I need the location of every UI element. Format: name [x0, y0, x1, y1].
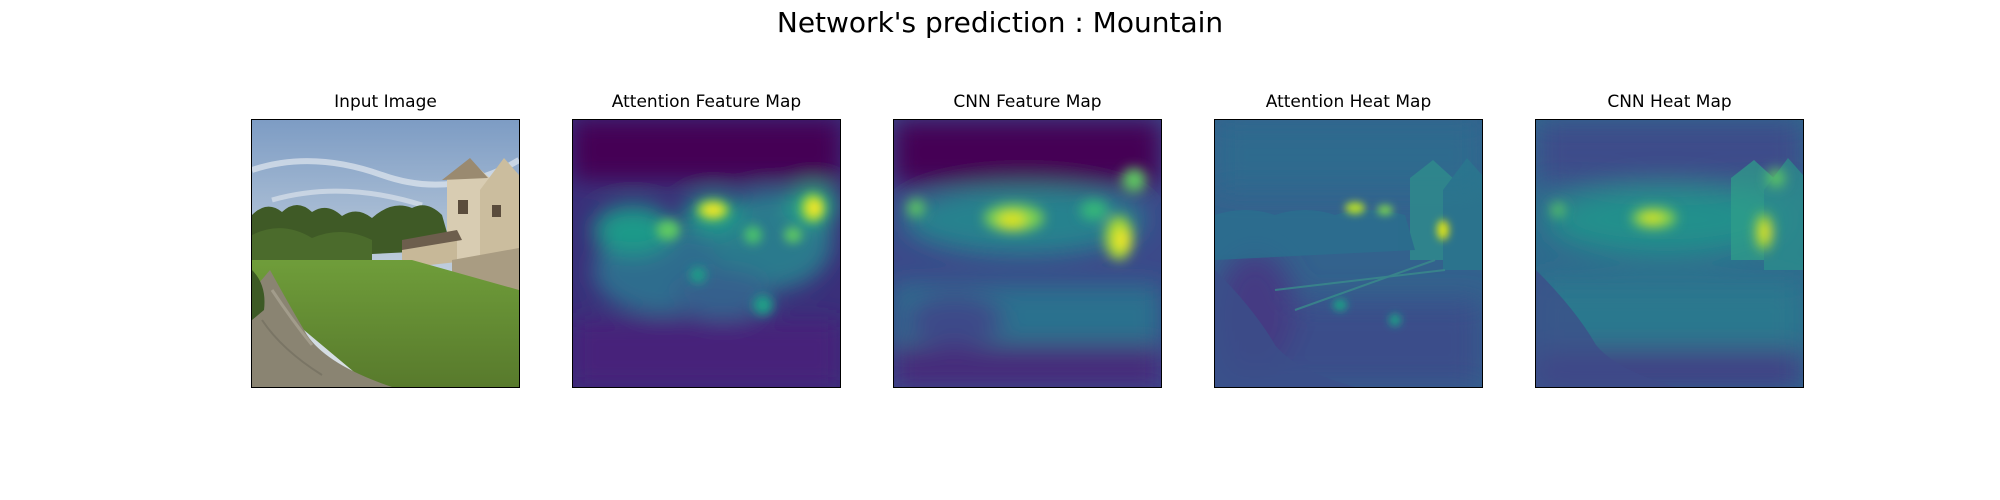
cnn-feature-map [893, 119, 1162, 388]
panel-title: Attention Heat Map [1265, 92, 1432, 112]
viridis-feature-map-icon [894, 120, 1161, 387]
cnn-heat-map [1535, 119, 1804, 388]
figure-title: Network's prediction : Mountain [776, 6, 1224, 39]
panel-title: Input Image [334, 92, 437, 112]
viridis-feature-map-icon [573, 120, 840, 387]
input-image [251, 119, 520, 388]
viridis-heat-overlay-icon [1215, 120, 1482, 387]
attention-heat-map [1214, 119, 1483, 388]
panel-title: Attention Feature Map [611, 92, 802, 112]
panel-title: CNN Heat Map [1607, 92, 1732, 112]
viridis-heat-overlay-icon [1536, 120, 1803, 387]
attention-feature-map [572, 119, 841, 388]
panel-title: CNN Feature Map [953, 92, 1102, 112]
landscape-photo-icon [252, 120, 519, 387]
